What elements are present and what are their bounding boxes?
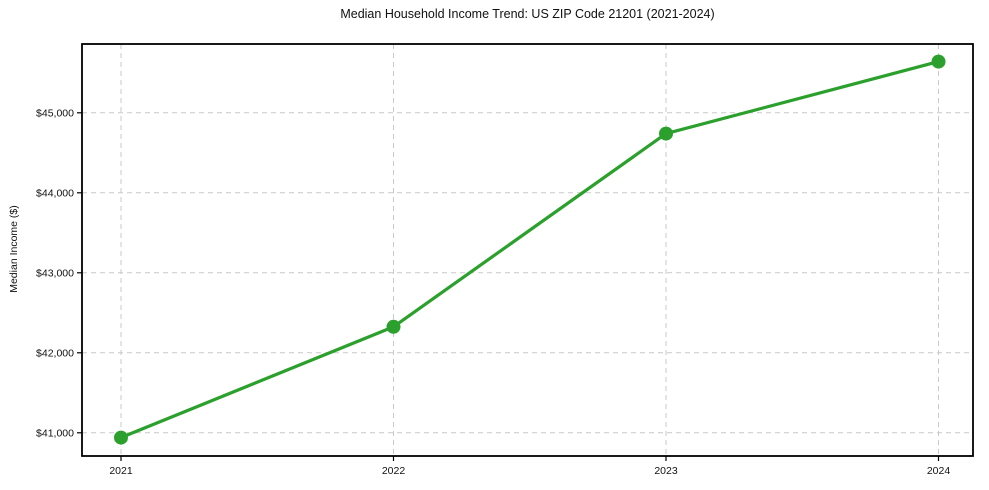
x-tick-label: 2023 <box>654 465 678 477</box>
x-tick-label: 2021 <box>109 465 133 477</box>
x-tick-label: 2022 <box>382 465 406 477</box>
y-tick-label: $44,000 <box>36 188 74 200</box>
y-tick-label: $45,000 <box>36 108 74 120</box>
data-point <box>114 430 128 445</box>
data-point <box>386 319 401 334</box>
y-tick-label: $41,000 <box>36 428 74 440</box>
data-point <box>659 126 673 141</box>
chart-title: Median Household Income Trend: US ZIP Co… <box>340 7 715 21</box>
plot-border <box>81 43 974 457</box>
y-tick-label: $43,000 <box>36 268 74 280</box>
data-point <box>931 54 946 69</box>
y-tick-label: $42,000 <box>36 348 74 360</box>
trend-line <box>119 59 941 440</box>
x-tick-label: 2024 <box>927 465 951 477</box>
